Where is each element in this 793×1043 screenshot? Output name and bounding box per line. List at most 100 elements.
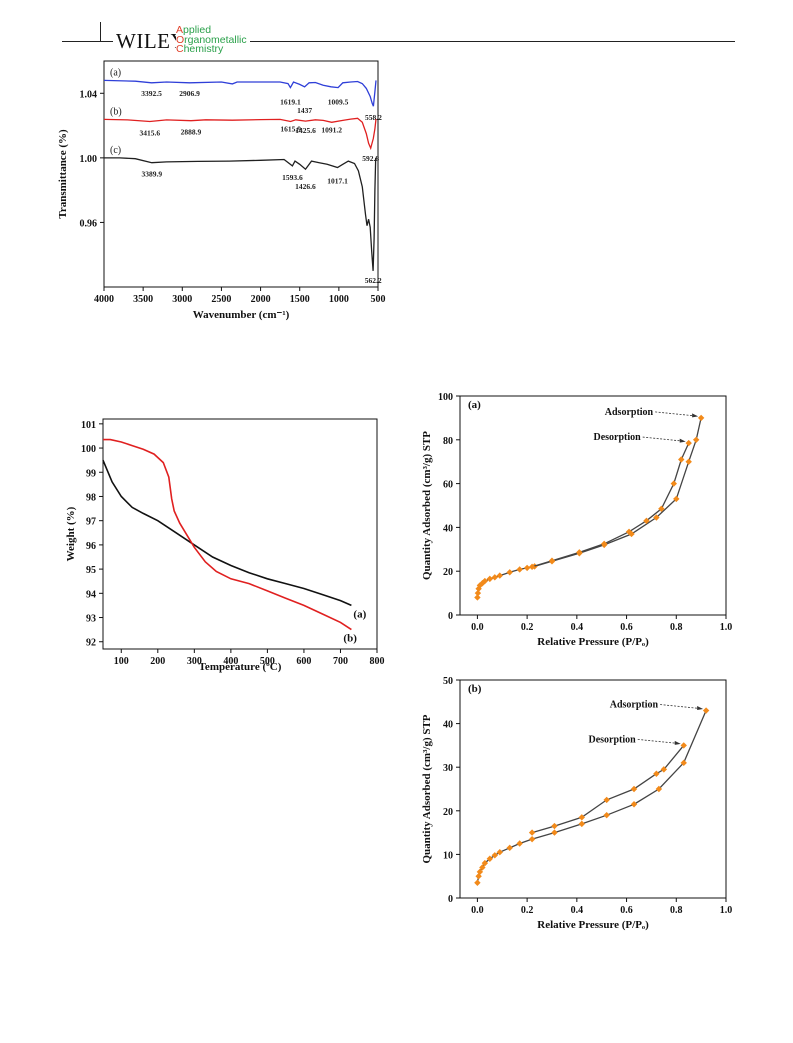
y-tick-label: 97 (86, 517, 96, 528)
data-point (625, 528, 633, 535)
y-tick-label: 0 (448, 894, 453, 905)
x-tick-label: 200 (150, 656, 165, 667)
series-label-b: (b) (110, 106, 122, 117)
annotation-arrow (660, 704, 701, 709)
data-point (475, 873, 482, 880)
arrow-head (679, 438, 686, 443)
data-point (678, 456, 685, 463)
y-tick-label: 80 (443, 436, 453, 447)
x-tick-label: 4000 (94, 294, 114, 305)
data-point (673, 495, 680, 503)
peak-label: 3392.5 (141, 89, 162, 98)
plot-frame (103, 60, 379, 288)
annotation-label: Adsorption (605, 407, 654, 418)
data-point (474, 594, 481, 601)
x-tick-label: 400 (223, 656, 238, 667)
data-point (600, 540, 608, 548)
y-tick-label: 98 (86, 492, 96, 503)
data-point (551, 822, 558, 830)
data-point (697, 414, 705, 422)
peak-label: 1426.6 (295, 182, 316, 191)
x-tick-label: 0.8 (670, 905, 683, 916)
x-tick-label: 0.4 (571, 622, 584, 633)
data-point (658, 505, 665, 512)
x-tick-label: 0.0 (471, 905, 484, 916)
x-axis-label: Temperature (ºC) (199, 661, 282, 673)
series-line-a (103, 79, 377, 107)
arrow-head (697, 706, 704, 711)
x-tick-label: 1000 (329, 294, 349, 305)
header-rule (62, 41, 735, 42)
y-axis-label: Quantity Adsorbed (cm³/g) STP (421, 714, 433, 863)
data-point (685, 458, 692, 465)
y-tick-label: 1.00 (80, 154, 98, 165)
y-tick-label: 20 (443, 807, 453, 818)
peak-label: 1425.6 (295, 126, 316, 135)
data-point (474, 589, 482, 597)
data-point (481, 577, 489, 585)
annotation-arrow (637, 739, 678, 744)
header-divider (100, 22, 101, 42)
y-tick-label: 99 (86, 468, 96, 479)
bet-isotherm-a-chart: 0.0 0.2 0.4 0.6 0.8 1.0 0 20 40 60 80 100 Relative P… (421, 392, 733, 648)
y-axis-label: Quantity Adsorbed (cm³/g) STP (421, 431, 433, 580)
series-label: (a) (353, 608, 366, 620)
peak-label: 1091.2 (321, 125, 342, 134)
publisher-logo: WILEY (113, 31, 190, 52)
series-line-b (103, 117, 377, 151)
data-point (692, 436, 700, 443)
peak-label: 562.2 (365, 276, 382, 285)
data-point (551, 829, 558, 836)
y-tick-label: 0.96 (80, 218, 98, 229)
panel-label: (a) (468, 399, 481, 411)
panel-label: (b) (468, 683, 482, 695)
x-tick-label: 0.4 (571, 905, 584, 916)
annotation-label: Desorption (589, 734, 637, 745)
plot-frame (102, 418, 378, 650)
peak-label: 1437 (297, 106, 312, 115)
journal-line-1: Applied (176, 24, 212, 36)
data-point (516, 840, 523, 847)
journal-line-3: Chemistry (176, 43, 224, 55)
data-point (680, 742, 687, 749)
y-tick-label: 40 (443, 720, 453, 731)
ftir-chart: 4000 3500 3000 2500 2000 1500 1000 500 0.96 1.00 1… (57, 60, 386, 321)
y-tick-label: 10 (443, 850, 453, 861)
data-point (643, 517, 650, 525)
series-label: (b) (343, 633, 357, 645)
peak-label: 1017.1 (327, 177, 348, 186)
peak-label: 3389.9 (141, 170, 162, 179)
data-point (603, 796, 610, 804)
x-tick-label: 2500 (211, 294, 231, 305)
x-axis-label: Relative Pressure (P/Pₒ) (537, 919, 649, 931)
x-tick-label: 0.2 (521, 905, 534, 916)
journal-title: Applied Organometallic Chemistry (176, 24, 250, 55)
x-tick-label: 300 (187, 656, 202, 667)
data-point (660, 766, 668, 773)
x-tick-label: 1.0 (720, 622, 733, 633)
data-point (680, 759, 687, 767)
y-tick-label: 1.04 (80, 89, 98, 100)
y-tick-label: 40 (443, 523, 453, 534)
x-axis-label: Wavenumber (cm⁻¹) (193, 309, 290, 321)
data-point (630, 801, 638, 808)
data-point (496, 849, 503, 856)
peak-label: 1593.6 (282, 173, 303, 182)
y-axis-label: Weight (%) (65, 506, 77, 561)
annotation-arrow (655, 411, 696, 417)
x-tick-label: 0.8 (670, 622, 683, 633)
x-tick-label: 3000 (172, 294, 192, 305)
data-point (653, 770, 660, 777)
x-tick-label: 0.6 (620, 622, 633, 633)
x-tick-label: 3500 (133, 294, 153, 305)
data-point (528, 835, 536, 843)
annotation-arrow (642, 436, 683, 442)
x-tick-label: 500 (371, 294, 386, 305)
data-point (516, 566, 523, 573)
data-point (685, 439, 692, 447)
y-tick-label: 30 (443, 763, 453, 774)
data-point (653, 514, 660, 521)
peak-label: 558.2 (365, 113, 382, 122)
series-label-a: (a) (110, 67, 121, 78)
y-tick-label: 94 (86, 589, 96, 600)
